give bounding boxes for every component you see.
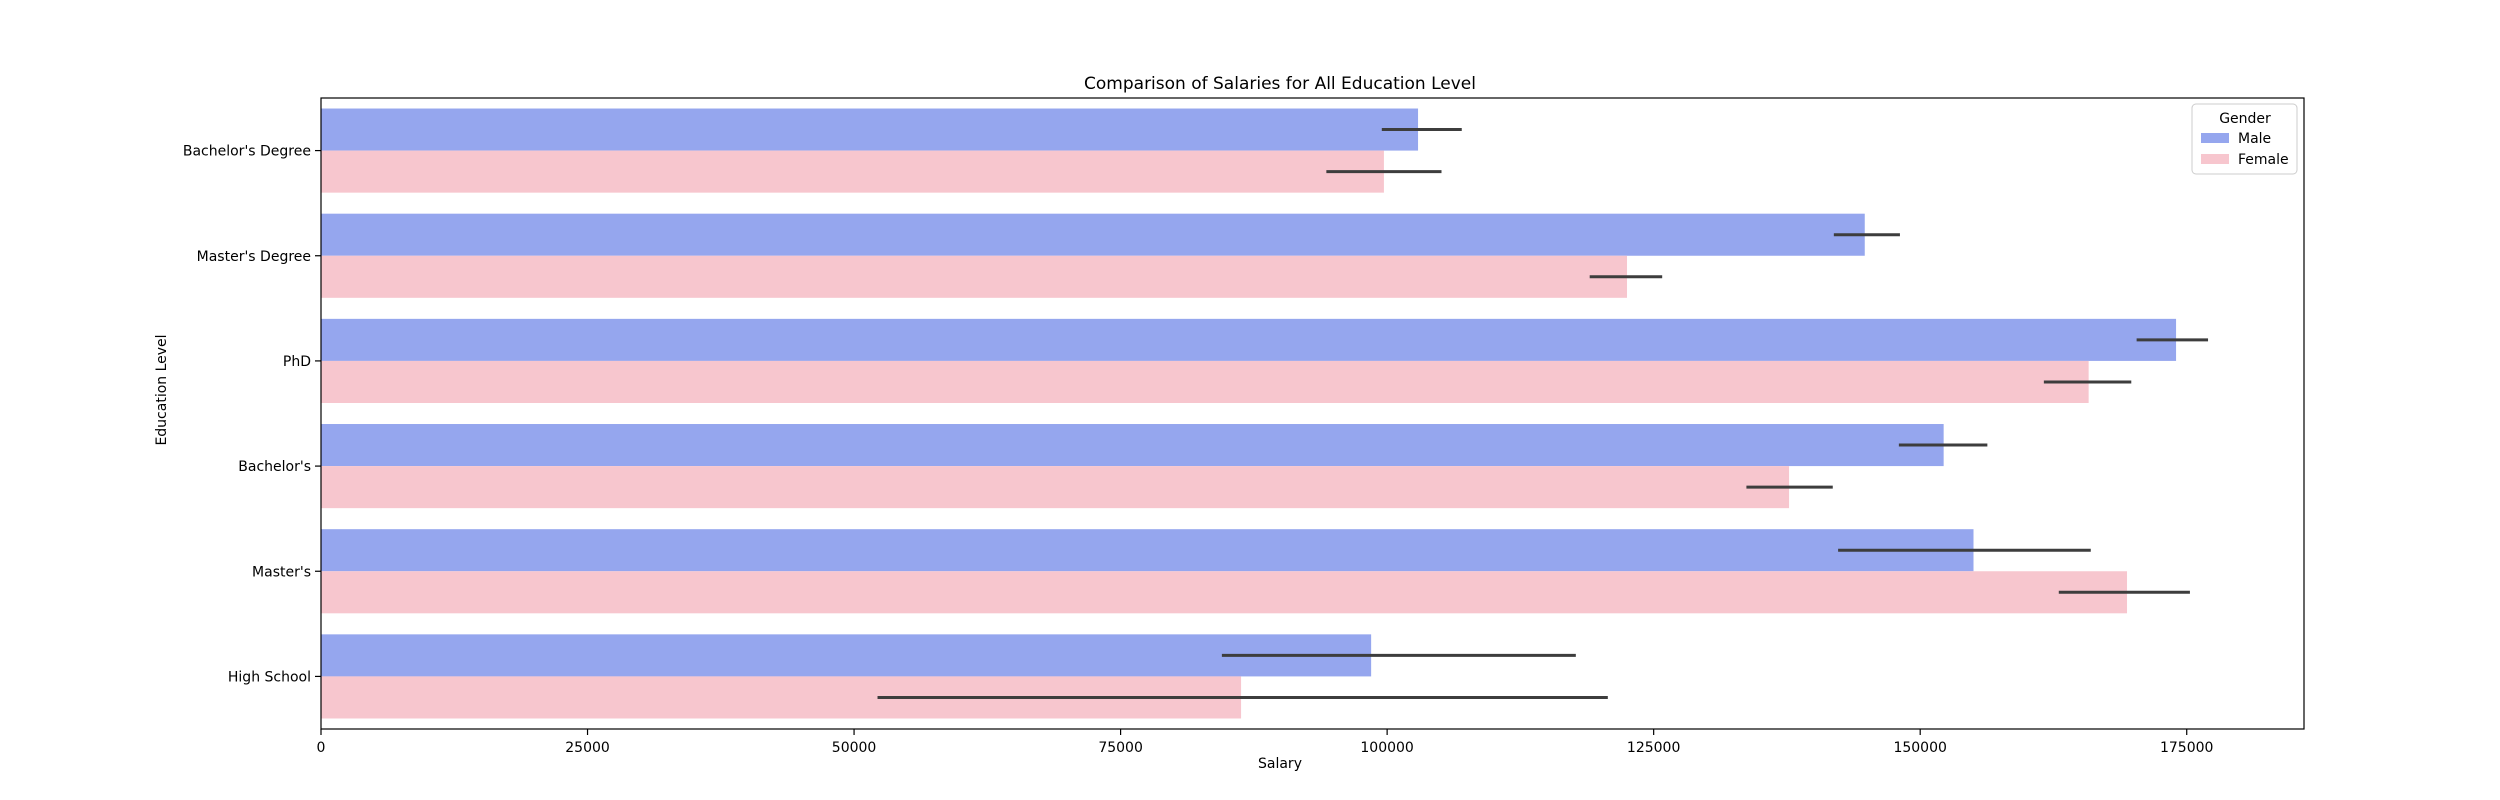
bar-bachelor-s-degree-female [321,150,1384,193]
legend-label-male: Male [2238,131,2271,147]
bar-high-school-male [321,634,1372,677]
bar-bachelor-s-male [321,424,1944,467]
y-axis-label: Education Level [154,334,170,445]
legend-title: Gender [2219,111,2271,127]
bar-master-s-male [321,529,1974,572]
x-tick-label: 75000 [1098,740,1143,756]
y-tick-label: Bachelor's Degree [183,144,311,160]
x-axis-label: Salary [1258,756,1302,772]
x-tick-label: 25000 [565,740,610,756]
y-tick-label: High School [228,669,311,685]
bar-master-s-degree-male [321,213,1865,256]
error-bars-layer [877,128,2209,699]
x-tick-label: 175000 [2160,740,2213,756]
bar-master-s-female [321,571,2128,614]
legend[interactable]: Gender Male Female [2191,103,2298,175]
y-tick-label: Bachelor's [238,459,311,475]
x-tick-label: 100000 [1360,740,1413,756]
bar-phd-female [321,360,2089,403]
legend-label-female: Female [2238,152,2289,168]
x-tick-label: 0 [317,740,326,756]
x-tick-label: 150000 [1893,740,1946,756]
y-tick-label: PhD [283,354,311,370]
legend-swatch-male [2201,133,2229,143]
x-tick-label: 125000 [1627,740,1680,756]
bar-phd-male [321,318,2177,361]
plot-area-frame [320,97,2305,730]
bars-layer [321,108,2177,719]
bar-bachelor-s-degree-male [321,108,1419,151]
legend-swatch-female [2201,154,2229,164]
chart-title: Comparison of Salaries for All Education… [1084,74,1476,94]
bar-bachelor-s-female [321,466,1790,509]
ticks-layer: Bachelor's Degree Master's Degree PhD Bache… [183,144,2214,756]
bar-master-s-degree-female [321,255,1628,298]
legend-items: Male Female [2201,131,2289,168]
x-tick-label: 50000 [832,740,877,756]
y-tick-label: Master's Degree [197,249,311,265]
y-tick-label: Master's [252,564,311,580]
